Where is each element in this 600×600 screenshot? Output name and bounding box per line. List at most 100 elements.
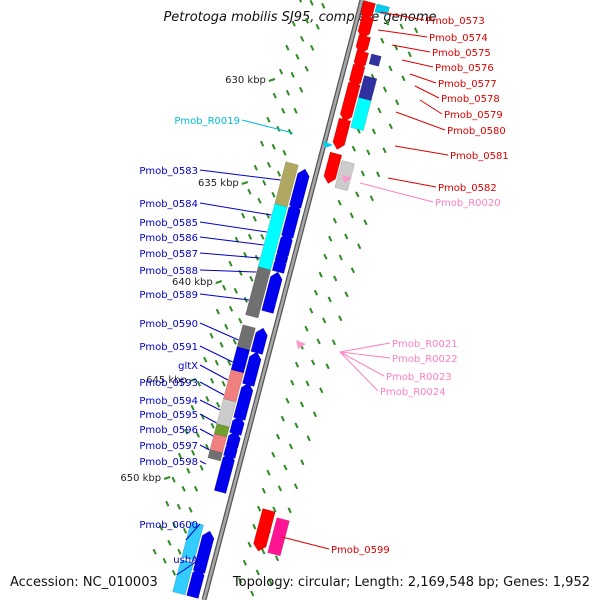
gene-forward-arrow xyxy=(223,441,238,459)
gc-tick xyxy=(171,476,176,483)
accession-label: Accession: NC_010003 xyxy=(10,575,158,590)
label-pmob_0591[interactable]: Pmob_0591 xyxy=(139,342,198,353)
gc-tick xyxy=(227,359,232,366)
label-pmob_r0020[interactable]: Pmob_R0020 xyxy=(435,198,501,209)
label-pmob_r0023[interactable]: Pmob_R0023 xyxy=(386,372,452,383)
gc-tick xyxy=(290,379,295,386)
gc-tick xyxy=(276,170,282,177)
genome-stats: Topology: circular; Length: 2,169,548 bp… xyxy=(232,575,590,590)
gc-tick xyxy=(162,557,167,564)
label-pmob_0600[interactable]: Pmob_0600 xyxy=(139,520,198,531)
label-pmob_r0021[interactable]: Pmob_R0021 xyxy=(392,339,458,350)
label-pmob_0597[interactable]: Pmob_0597 xyxy=(139,441,198,452)
label-usha[interactable]: ushA xyxy=(173,555,198,566)
gc-tick xyxy=(312,411,318,418)
gc-tick xyxy=(299,86,304,93)
label-pmob_0582[interactable]: Pmob_0582 xyxy=(438,183,497,194)
gene-forward-arrow xyxy=(261,271,283,314)
gc-tick xyxy=(210,422,215,429)
label-pmob_0598[interactable]: Pmob_0598 xyxy=(139,457,198,468)
gc-tick xyxy=(290,71,295,78)
label-leader xyxy=(281,536,330,550)
gc-tick xyxy=(344,291,349,298)
gc-tick xyxy=(278,68,284,75)
label-pmob_0575[interactable]: Pmob_0575 xyxy=(432,48,491,59)
gene-forward-arrow xyxy=(186,567,205,599)
label-pmob_r0022[interactable]: Pmob_R0022 xyxy=(392,354,458,365)
gc-tick xyxy=(253,164,258,171)
label-leader xyxy=(199,169,281,181)
feature-track xyxy=(172,0,390,599)
gc-tick xyxy=(261,548,266,555)
label-pmob_0596[interactable]: Pmob_0596 xyxy=(139,425,198,436)
feature-labels: Pmob_R0019 Pmob_0583 Pmob_0584 Pmob_0585 Pmo… xyxy=(139,16,508,566)
gc-tick xyxy=(216,401,221,408)
label-pmob_0574[interactable]: Pmob_0574 xyxy=(429,33,488,44)
label-pmob_0577[interactable]: Pmob_0577 xyxy=(438,79,497,90)
gc-tick xyxy=(203,356,208,363)
label-pmob_0590[interactable]: Pmob_0590 xyxy=(139,319,198,330)
label-pmob_0593[interactable]: Pmob_0593 xyxy=(139,378,198,389)
gc-tick xyxy=(360,170,365,177)
gc-tick xyxy=(310,44,315,51)
label-pmob_0576[interactable]: Pmob_0576 xyxy=(435,63,494,74)
gc-tick xyxy=(357,243,362,250)
label-pmob_0579[interactable]: Pmob_0579 xyxy=(444,110,503,121)
gc-tick xyxy=(399,23,404,30)
label-pmob_0594[interactable]: Pmob_0594 xyxy=(139,396,198,407)
gc-tick xyxy=(274,555,280,562)
gc-tick xyxy=(205,395,210,402)
gc-tick xyxy=(327,296,332,303)
label-pmob_0573[interactable]: Pmob_0573 xyxy=(426,16,485,27)
label-leader xyxy=(199,381,225,396)
gene-forward-arrow xyxy=(288,168,310,209)
label-pmob_0599[interactable]: Pmob_0599 xyxy=(331,545,390,556)
gc-tick xyxy=(247,233,253,240)
gc-tick xyxy=(209,377,215,384)
gc-tick xyxy=(328,235,333,242)
label-pmob_0583[interactable]: Pmob_0583 xyxy=(139,166,198,177)
scale-tick-mark xyxy=(268,78,276,82)
label-pmob_r0019[interactable]: Pmob_R0019 xyxy=(174,116,240,127)
label-pmob_0587[interactable]: Pmob_0587 xyxy=(139,249,198,260)
label-leader xyxy=(339,351,385,377)
gc-tick xyxy=(333,275,338,282)
scale-tick-label: 640 kbp xyxy=(172,277,213,288)
label-leader xyxy=(394,145,449,156)
gc-tick xyxy=(300,459,305,466)
label-pmob_r0024[interactable]: Pmob_R0024 xyxy=(380,387,446,398)
gc-tick xyxy=(355,191,360,198)
gc-tick xyxy=(306,435,311,442)
label-pmob_0580[interactable]: Pmob_0580 xyxy=(447,126,506,137)
gc-tick xyxy=(377,107,382,114)
gc-tick xyxy=(321,2,326,9)
gc-tick xyxy=(338,315,343,322)
label-leaders xyxy=(176,11,449,576)
label-pmob_0595[interactable]: Pmob_0595 xyxy=(139,410,198,421)
gc-tick xyxy=(152,548,157,555)
gene-cyan-arrow xyxy=(374,3,390,16)
label-pmob_0584[interactable]: Pmob_0584 xyxy=(139,199,198,210)
label-pmob_0578[interactable]: Pmob_0578 xyxy=(441,94,500,105)
label-pmob_0589[interactable]: Pmob_0589 xyxy=(139,290,198,301)
label-pmob_0581[interactable]: Pmob_0581 xyxy=(450,151,509,162)
gc-tick xyxy=(232,338,237,345)
label-gltx[interactable]: gltX xyxy=(178,361,198,372)
label-pmob_0585[interactable]: Pmob_0585 xyxy=(139,218,198,229)
label-pmob_0586[interactable]: Pmob_0586 xyxy=(139,233,198,244)
gc-tick xyxy=(221,380,226,387)
gc-tick xyxy=(310,359,316,366)
gc-tick xyxy=(190,404,195,411)
scale-tick-mark xyxy=(215,280,223,284)
gene-forward-arrow xyxy=(192,530,215,574)
gc-tick xyxy=(271,191,276,198)
gc-tick xyxy=(304,17,309,24)
gc-tick xyxy=(323,253,328,260)
gc-tick xyxy=(325,363,330,370)
label-pmob_0588[interactable]: Pmob_0588 xyxy=(139,266,198,277)
gc-tick xyxy=(295,53,300,60)
label-leader xyxy=(199,413,217,424)
gc-tick xyxy=(260,233,265,240)
gene-forward-arrow xyxy=(242,351,262,387)
gc-tick xyxy=(351,145,356,152)
